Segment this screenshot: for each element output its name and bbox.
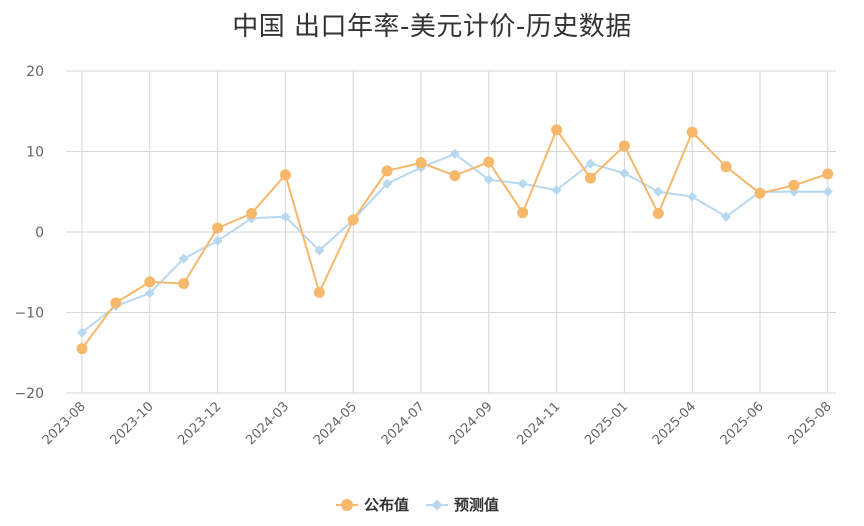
data-point	[754, 187, 766, 199]
data-point	[110, 297, 122, 309]
data-point	[585, 172, 596, 184]
data-point	[721, 211, 732, 222]
data-point	[618, 140, 630, 152]
data-point	[144, 276, 156, 288]
data-point	[822, 186, 833, 197]
x-tick-label: 2023-12	[175, 399, 224, 448]
data-point	[212, 222, 224, 234]
data-point	[686, 126, 698, 138]
x-tick-label: 2025-04	[650, 399, 699, 448]
data-point	[313, 286, 325, 298]
data-point	[551, 185, 562, 196]
data-point	[483, 156, 495, 168]
data-point	[382, 178, 393, 189]
y-tick-label: 20	[26, 64, 44, 80]
legend-label: 公布值	[364, 496, 409, 514]
data-point	[449, 148, 460, 159]
data-point	[144, 288, 155, 299]
y-tick-label: 10	[26, 145, 44, 161]
data-point	[178, 278, 190, 290]
legend-marker	[341, 499, 353, 511]
data-point	[449, 170, 461, 182]
data-point	[178, 253, 189, 264]
data-point	[517, 178, 528, 189]
x-tick-label: 2024-09	[447, 399, 496, 448]
data-point	[653, 186, 664, 197]
data-point	[822, 168, 834, 180]
x-tick-label: 2023-08	[40, 399, 89, 448]
data-point	[788, 179, 800, 191]
x-tick-label: 2023-10	[108, 399, 157, 448]
y-tick-label: −10	[14, 306, 44, 322]
data-point	[279, 169, 291, 181]
data-point	[687, 191, 698, 202]
data-point	[483, 174, 494, 185]
data-point	[347, 214, 359, 226]
x-tick-label: 2025-06	[718, 399, 767, 448]
data-point	[551, 124, 563, 136]
data-point	[280, 211, 291, 222]
chart-title: 中国 出口年率-美元计价-历史数据	[232, 12, 632, 42]
series-line	[81, 127, 829, 350]
data-point	[314, 245, 325, 256]
data-point	[652, 207, 664, 219]
x-tick-label: 2024-11	[514, 399, 563, 448]
y-tick-label: 0	[35, 225, 44, 241]
data-point	[517, 207, 529, 219]
data-point	[585, 158, 596, 169]
x-tick-label: 2024-07	[379, 399, 428, 448]
data-point	[246, 207, 257, 219]
data-point	[77, 327, 87, 338]
x-tick-label: 2024-03	[243, 399, 292, 448]
legend-label: 预测值	[454, 496, 499, 514]
legend-marker	[431, 499, 443, 511]
x-tick-label: 2025-08	[786, 399, 835, 448]
data-point	[212, 235, 223, 246]
data-point	[76, 343, 88, 355]
data-point	[720, 161, 732, 173]
x-tick-label: 2024-05	[311, 399, 360, 448]
data-point	[381, 165, 393, 177]
x-tick-label: 2025-01	[582, 399, 631, 448]
data-point	[619, 168, 630, 179]
y-tick-label: −20	[14, 386, 44, 402]
data-point	[415, 157, 427, 169]
